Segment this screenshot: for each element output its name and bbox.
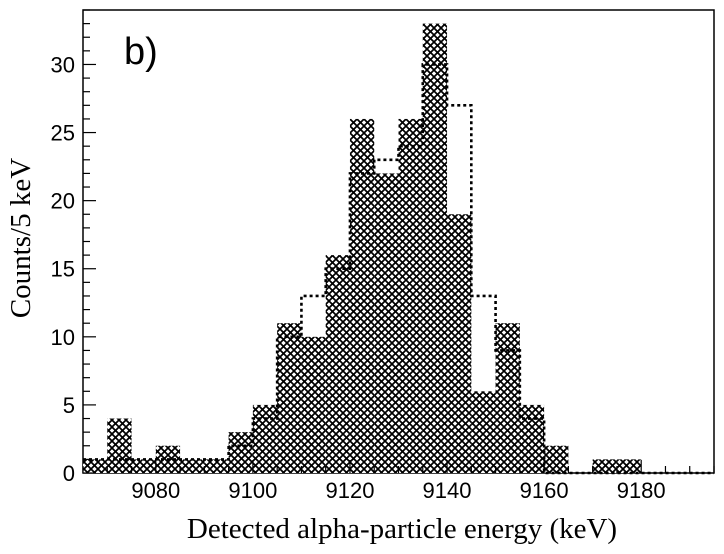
x-tick-label: 9120 — [325, 478, 374, 503]
filled-bar — [83, 459, 108, 473]
filled-bar — [325, 255, 350, 473]
y-tick-label: 20 — [51, 189, 75, 214]
y-axis: 0 5 10 15 20 25 30 — [51, 9, 96, 486]
filled-histogram-series — [83, 23, 642, 474]
filled-bar — [592, 459, 617, 473]
x-axis: 9080 9100 9120 9140 9160 9180 — [82, 460, 715, 503]
filled-bar — [616, 459, 642, 473]
y-tick-label: 0 — [63, 461, 75, 486]
x-tick-label: 9080 — [131, 478, 180, 503]
y-tick-label: 5 — [63, 393, 75, 418]
filled-bar — [398, 118, 423, 474]
y-tick-label: 15 — [51, 257, 75, 282]
filled-bar — [301, 336, 326, 473]
filled-bar — [107, 418, 132, 473]
filled-bar — [519, 404, 545, 473]
plot-area: 9080 9100 9120 9140 9160 9180 0 5 10 15 20 25 30 — [51, 9, 715, 503]
filled-bar — [204, 459, 229, 473]
filled-bar — [422, 23, 448, 474]
filled-bar — [544, 445, 569, 473]
filled-bar — [374, 173, 399, 474]
x-tick-label: 9160 — [520, 478, 569, 503]
x-axis-title: Detected alpha-particle energy (keV) — [187, 513, 617, 545]
filled-bar — [131, 459, 156, 473]
y-tick-label: 10 — [51, 325, 75, 350]
filled-bar — [349, 118, 375, 474]
y-axis-title: Counts/5 keV — [5, 158, 37, 318]
filled-bar — [228, 432, 253, 473]
dotted-histogram-series — [83, 63, 714, 475]
x-tick-label: 9140 — [423, 478, 472, 503]
filled-bar — [252, 404, 278, 473]
y-tick-label: 25 — [51, 121, 75, 146]
y-tick-label: 30 — [51, 52, 75, 77]
x-tick-label: 9180 — [617, 478, 666, 503]
dotted-step-line — [83, 63, 714, 475]
panel-label: b) — [124, 31, 158, 73]
filled-bar — [495, 323, 520, 473]
filled-bar — [180, 459, 205, 473]
x-tick-label: 9100 — [228, 478, 277, 503]
filled-bar — [471, 391, 496, 473]
filled-bar — [277, 323, 302, 473]
filled-bar — [447, 214, 472, 473]
